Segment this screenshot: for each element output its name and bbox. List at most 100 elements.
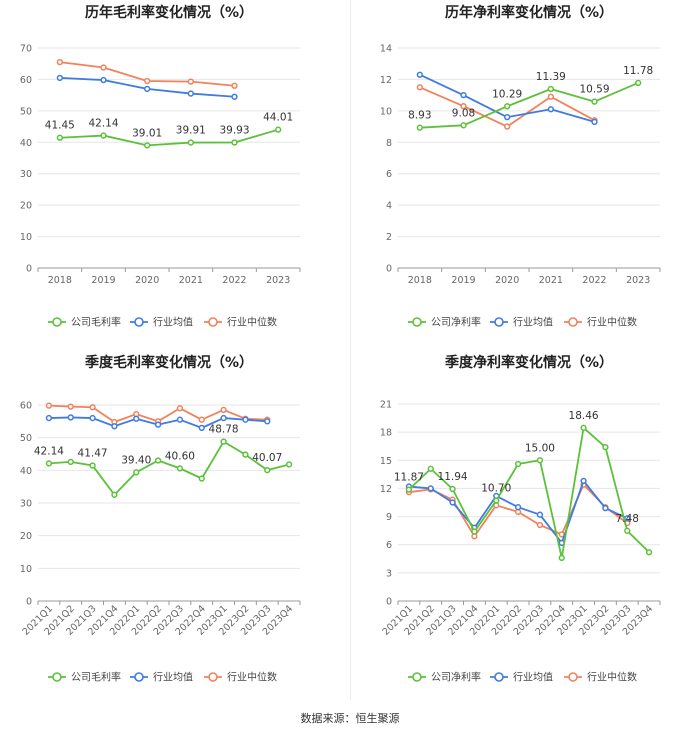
legend-label: 行业中位数	[227, 671, 277, 684]
data-point	[89, 404, 96, 411]
data-label: 48.78	[209, 424, 239, 436]
data-point	[602, 444, 609, 451]
y-tick-label: 18	[380, 428, 392, 439]
chart-panel-2: 历年净利率变化情况（%） 0 2 4 6 8 10 12 14 2018 2019 2020 2021 2…	[380, 4, 661, 329]
data-point	[176, 465, 184, 472]
data-point	[45, 414, 53, 422]
data-point	[198, 416, 205, 423]
data-point	[635, 79, 642, 87]
legend-marker	[412, 672, 422, 682]
data-point	[547, 85, 554, 93]
legend-label: 行业均值	[153, 671, 193, 684]
series-line	[59, 128, 279, 147]
data-label: 18.46	[569, 410, 599, 422]
legend-item: 行业中位数	[564, 316, 637, 329]
y-tick-label: 50	[20, 433, 32, 444]
y-tick-label: 40	[20, 138, 32, 149]
data-point	[89, 414, 96, 422]
x-tick-label: 2019	[91, 275, 115, 286]
data-point	[144, 142, 151, 149]
data-point	[547, 106, 554, 113]
data-point	[231, 82, 238, 89]
data-point	[56, 134, 63, 141]
data-point	[56, 74, 63, 82]
y-tick-label: 6	[386, 540, 392, 551]
data-label: 44.01	[263, 112, 293, 124]
data-label: 41.45	[45, 120, 75, 132]
data-point	[264, 418, 271, 425]
series-line	[419, 82, 639, 129]
data-point	[67, 414, 74, 421]
y-tick-label: 0	[26, 597, 32, 608]
data-label: 11.94	[438, 471, 468, 483]
legend-label: 行业中位数	[587, 671, 637, 684]
y-tick-label: 20	[20, 201, 32, 212]
data-point	[558, 554, 565, 561]
data-label: 39.93	[219, 125, 249, 137]
legend-marker	[568, 317, 578, 327]
y-tick-label: 2	[386, 232, 392, 243]
y-tick-label: 30	[20, 499, 32, 510]
data-point	[504, 123, 511, 130]
data-point	[45, 402, 53, 409]
data-point	[100, 76, 107, 84]
legend-item: 行业均值	[490, 316, 553, 329]
data-point	[591, 118, 598, 126]
chart-title: 历年净利率变化情况（%）	[445, 4, 613, 21]
data-point	[580, 477, 587, 485]
series-line	[48, 440, 290, 496]
legend-label: 行业均值	[513, 671, 553, 684]
y-tick-label: 60	[20, 401, 32, 412]
data-point	[133, 469, 140, 476]
data-point	[67, 403, 74, 410]
data-label: 42.14	[34, 445, 64, 457]
y-tick-label: 3	[386, 568, 392, 579]
series-line	[408, 426, 650, 559]
data-label: 39.01	[132, 127, 162, 139]
data-label: 11.39	[536, 71, 566, 83]
x-tick-label: 2019	[451, 275, 475, 286]
data-point	[493, 497, 500, 504]
data-label: 40.60	[165, 450, 195, 462]
data-label: 9.08	[452, 107, 475, 119]
legend-marker	[494, 317, 504, 327]
x-tick-label: 2021	[539, 275, 563, 286]
data-point	[220, 438, 227, 445]
y-tick-label: 20	[20, 531, 32, 542]
legend-item: 行业均值	[130, 316, 193, 329]
data-point	[176, 416, 184, 423]
panel-divider	[350, 0, 351, 700]
data-label: 39.91	[176, 125, 206, 137]
data-point	[133, 415, 140, 422]
data-point	[154, 457, 162, 464]
legend-marker	[52, 672, 62, 682]
data-point	[427, 485, 434, 492]
y-tick-label: 9	[386, 512, 392, 523]
data-label: 40.07	[252, 452, 282, 464]
data-point	[427, 465, 434, 472]
y-tick-label: 0	[26, 264, 32, 275]
y-tick-label: 0	[386, 597, 392, 608]
legend-marker	[568, 672, 578, 682]
y-tick-label: 21	[380, 400, 392, 411]
y-tick-label: 8	[386, 138, 392, 149]
legend-item: 行业中位数	[564, 671, 637, 684]
data-point	[416, 124, 423, 131]
x-tick-label: 2018	[48, 275, 72, 286]
legend-marker	[134, 317, 144, 327]
legend-item: 行业均值	[130, 671, 193, 684]
legend-label: 行业均值	[513, 316, 553, 329]
data-label: 11.78	[623, 65, 653, 77]
x-tick-label: 2022	[222, 275, 246, 286]
data-point	[111, 491, 118, 498]
legend-item: 行业均值	[490, 671, 553, 684]
data-point	[264, 466, 271, 474]
data-point	[154, 421, 162, 428]
data-point	[285, 461, 293, 468]
y-tick-label: 14	[380, 44, 392, 55]
data-point	[504, 113, 511, 121]
legend-marker	[412, 317, 422, 327]
y-tick-label: 60	[20, 75, 32, 86]
data-point	[89, 462, 96, 469]
